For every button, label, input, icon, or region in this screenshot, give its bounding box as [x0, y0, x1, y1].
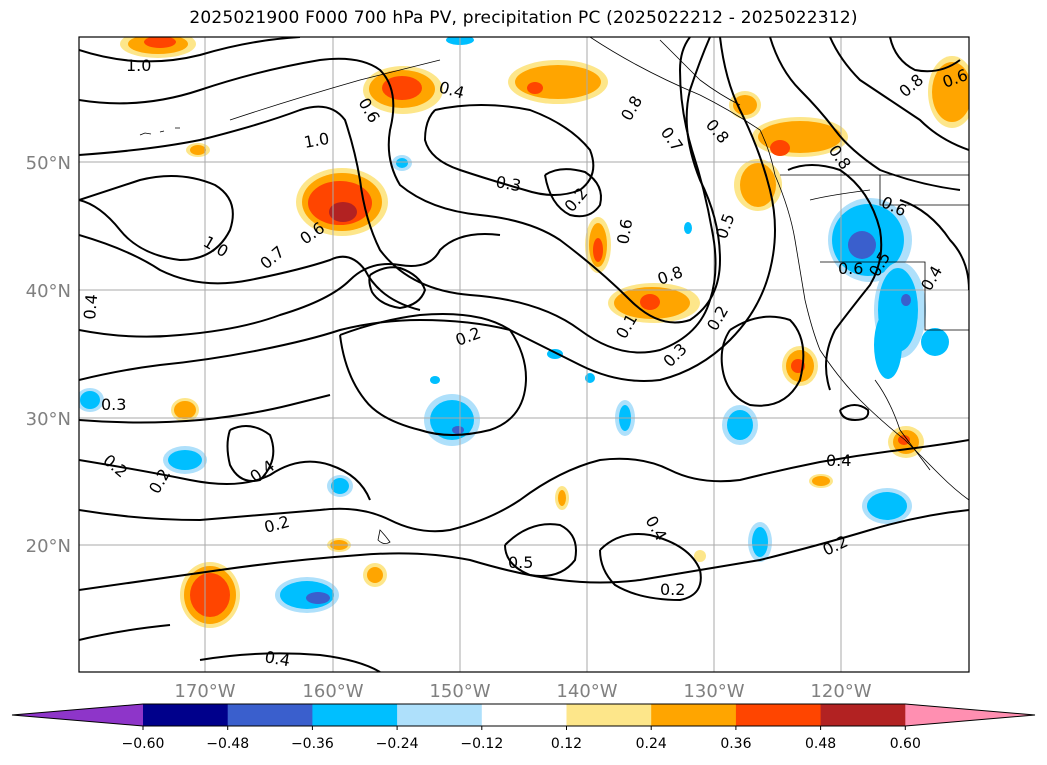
- contour-label: 0.4: [80, 293, 101, 320]
- colorbar-segment: [735, 704, 822, 726]
- contour-label: 0.5: [508, 553, 533, 572]
- contour-label: 0.2: [262, 512, 292, 537]
- colorbar-extend-low: [12, 704, 143, 726]
- contour-label: 0.3: [101, 395, 126, 414]
- precip-blob-coast-bc: [729, 91, 848, 211]
- colorbar-tick-label: 0.12: [551, 736, 582, 752]
- colorbar: −0.60 −0.48 −0.36 −0.24 −0.12 0.12 0.24 0.36 0.4…: [11, 703, 1036, 752]
- colorbar-extend-high: [905, 704, 1035, 726]
- contour-label: 0.2: [820, 532, 851, 560]
- lat-tick-labels: 50°N 40°N 30°N 20°N: [26, 153, 71, 557]
- lat-tick-label: 40°N: [26, 281, 71, 302]
- precip-blob-top-left: [120, 37, 196, 58]
- precip-blob-negative: [79, 37, 949, 613]
- lon-tick-label: 140°W: [556, 681, 617, 702]
- colorbar-segment: [651, 704, 737, 726]
- contour-label: 0.4: [263, 647, 291, 670]
- colorbar-tick-label: −0.24: [376, 736, 419, 752]
- figure-title: 2025021900 F000 700 hPa PV, precipitatio…: [189, 8, 858, 28]
- precip-blob-40n: [585, 217, 700, 323]
- contour-label: 0.2: [99, 451, 131, 482]
- contour-label: 0.8: [702, 115, 733, 147]
- lon-tick-label: 130°W: [683, 681, 744, 702]
- precip-shading: [79, 37, 969, 628]
- contour-label: 0.6: [838, 259, 863, 278]
- contour-label: 1.0: [126, 56, 151, 75]
- lon-tick-label: 170°W: [174, 681, 235, 702]
- colorbar-tick-label: −0.48: [206, 736, 249, 752]
- contour-label: 0.2: [145, 465, 174, 497]
- lon-tick-label: 150°W: [429, 681, 490, 702]
- contour-label: 0.6: [613, 217, 636, 245]
- colorbar-segment: [481, 704, 567, 726]
- lat-tick-label: 50°N: [26, 153, 71, 174]
- contour-label: 0.7: [256, 242, 288, 273]
- colorbar-segment: [312, 704, 398, 726]
- colorbar-tick-label: −0.36: [291, 736, 334, 752]
- contour-label: 0.2: [660, 580, 685, 599]
- colorbar-segment: [566, 704, 652, 726]
- contour-label: 1.0: [302, 129, 330, 152]
- contour-label: 0.2: [453, 323, 483, 350]
- lat-tick-label: 30°N: [26, 409, 71, 430]
- colorbar-segment: [227, 704, 313, 726]
- contour-label: 0.4: [826, 451, 851, 470]
- precip-blob-gulf: [508, 60, 608, 104]
- colorbar-segment: [397, 704, 483, 726]
- pv-contours: [79, 37, 969, 672]
- map-frame: [78, 36, 970, 673]
- colorbar-segment: [820, 704, 906, 726]
- colorbar-tick-label: 0.36: [720, 736, 751, 752]
- colorbar-segment: [143, 704, 229, 726]
- colorbar-tick-label: −0.60: [122, 736, 165, 752]
- lon-tick-label: 160°W: [302, 681, 363, 702]
- contour-label: 0.8: [895, 70, 927, 101]
- contour-label: 0.8: [617, 92, 646, 124]
- lon-tick-labels: 170°W 160°W 150°W 140°W 130°W 120°W: [174, 681, 871, 702]
- contour-label: 0.3: [494, 172, 522, 195]
- contour-label: 0.4: [437, 78, 467, 103]
- precip-blob-ne-corner: [928, 56, 969, 128]
- contour-label: 0.5: [712, 211, 739, 241]
- lon-tick-label: 120°W: [810, 681, 871, 702]
- contour-label: 0.8: [655, 262, 685, 289]
- lat-tick-label: 20°N: [26, 536, 71, 557]
- precip-blob-central: [296, 168, 388, 236]
- colorbar-tick-label: 0.24: [636, 736, 667, 752]
- colorbar-tick-label: −0.12: [460, 736, 503, 752]
- coastlines: [139, 37, 969, 544]
- colorbar-tick-label: 0.60: [890, 736, 921, 752]
- contour-label: 0.3: [659, 339, 690, 370]
- colorbar-tick-label: 0.48: [805, 736, 836, 752]
- contour-label: 0.7: [657, 123, 687, 155]
